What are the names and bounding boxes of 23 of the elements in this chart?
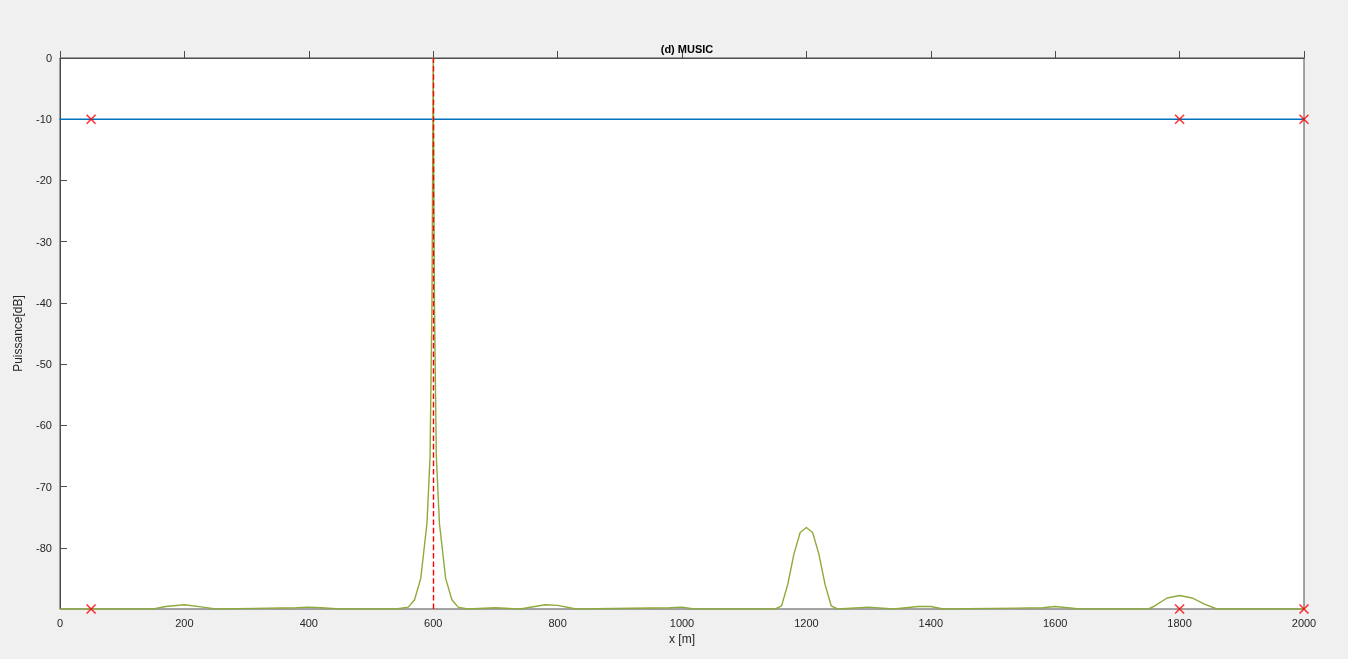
x-tick-label: 1800 — [1167, 616, 1192, 629]
y-axis-title: Puissance[dB] — [11, 295, 25, 372]
y-tick-label: 0 — [45, 52, 52, 64]
y-tick-label: -80 — [36, 541, 52, 554]
x-tick-label: 1200 — [794, 616, 819, 629]
x-tick-label: 400 — [299, 616, 318, 629]
chart-title: (d) MUSIC — [660, 42, 714, 55]
x-tick-label: 600 — [424, 616, 443, 629]
x-tick-label: 200 — [175, 616, 194, 629]
y-tick-label: -60 — [36, 419, 52, 432]
x-tick-label: 800 — [548, 616, 567, 629]
x-tick-label: 2000 — [1291, 616, 1317, 629]
y-tick-label: -10 — [36, 113, 52, 126]
x-tick-label: 1600 — [1042, 616, 1068, 629]
x-tick-label: 0 — [56, 616, 64, 629]
y-tick-label: -30 — [36, 235, 52, 248]
y-tick-label: -40 — [36, 296, 52, 309]
x-tick-label: 1400 — [918, 616, 944, 629]
y-tick-label: -70 — [36, 480, 52, 493]
y-tick-label: -20 — [36, 174, 52, 187]
x-tick-label: 1000 — [669, 616, 695, 629]
x-axis-title: x [m] — [669, 632, 695, 646]
y-tick-label: -50 — [36, 358, 52, 371]
